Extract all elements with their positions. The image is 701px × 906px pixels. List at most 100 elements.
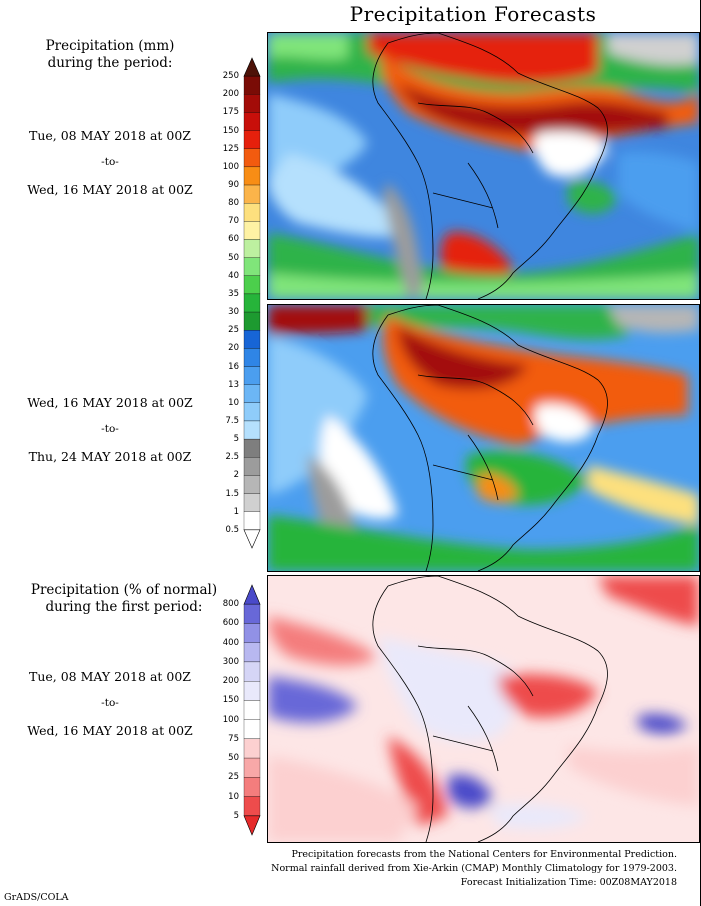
panel1-date-separator: -to-: [101, 156, 119, 168]
pct-colorbar-swatch: [243, 796, 261, 816]
precip-colorbar-tick-label: 13: [228, 379, 239, 390]
pct-colorbar-tick-label: 75: [228, 733, 239, 744]
footer-line1: Precipitation forecasts from the Nationa…: [291, 849, 678, 860]
precip-colorbar-tick-label: 0.5: [225, 524, 239, 535]
credit-label: GrADS/COLA: [4, 892, 69, 903]
precip-colorbar-tick-label: 30: [228, 307, 239, 318]
panel1-date-end: Wed, 16 MAY 2018 at 00Z: [27, 182, 193, 197]
precip-colorbar-swatch: [243, 420, 261, 440]
precip-colorbar-swatch: [243, 457, 261, 476]
panel3-date-end: Wed, 16 MAY 2018 at 00Z: [27, 723, 193, 738]
precip-colorbar-tick-label: 7.5: [225, 415, 239, 426]
pct-colorbar-swatch: [243, 757, 261, 778]
pct-colorbar-swatch: [243, 642, 261, 663]
pct-colorbar-tick-label: 150: [222, 695, 239, 706]
pct-colorbar-tick-label: 100: [222, 714, 239, 725]
pct-colorbar-tick-label: 5: [233, 810, 239, 821]
pct-colorbar-tick-label: 400: [222, 637, 239, 648]
precip-colorbar-swatch: [243, 94, 261, 113]
precip-colorbar-tick-label: 20: [228, 343, 239, 354]
panel3-date-separator: -to-: [101, 697, 119, 709]
precip-colorbar-tick-label: 5: [233, 434, 239, 445]
precip-colorbar-tick-label: 1.5: [225, 488, 239, 499]
precip-colorbar-tick-label: 150: [222, 125, 239, 136]
precip-colorbar-swatch: [243, 184, 261, 204]
pct-colorbar-tick-label: 25: [228, 772, 239, 783]
precip-colorbar-swatch: [243, 221, 261, 240]
pct-colorbar-swatch: [243, 738, 261, 759]
precip-colorbar-bottom-arrow: [243, 529, 261, 549]
panel1-heading-line1: Precipitation (mm): [45, 38, 175, 54]
precip-colorbar-swatch: [243, 311, 261, 331]
precip-colorbar-tick-label: 60: [228, 234, 239, 245]
panel3-heading-line2: during the first period:: [45, 599, 203, 615]
precip-colorbar-tick-label: 70: [228, 216, 239, 227]
precip-colorbar-swatch: [243, 257, 261, 276]
precip-map-period1: [267, 32, 700, 300]
panel1-dates: Tue, 08 MAY 2018 at 00Z -to- Wed, 16 MAY…: [10, 122, 210, 203]
pct-colorbar-tick-label: 800: [222, 599, 239, 610]
precip-colorbar-swatch: [243, 203, 261, 222]
panel1-label: Precipitation (mm) during the period:: [10, 38, 210, 72]
precip-colorbar-swatch: [243, 130, 261, 149]
precip-colorbar-tick-label: 50: [228, 252, 239, 263]
footer-notes: Precipitation forecasts from the Nationa…: [271, 848, 677, 890]
precip-colorbar-tick-label: 250: [222, 71, 239, 82]
precip-colorbar-swatch: [243, 402, 261, 422]
panel1-date-start: Tue, 08 MAY 2018 at 00Z: [29, 128, 191, 143]
pct-colorbar-tick-label: 200: [222, 676, 239, 687]
precip-colorbar-tick-label: 25: [228, 325, 239, 336]
precip-colorbar-swatch: [243, 384, 261, 403]
precip-colorbar-swatch: [243, 112, 261, 131]
panel1-heading-line2: during the period:: [47, 55, 173, 71]
pct-colorbar-swatch: [243, 623, 261, 643]
precip-colorbar-tick-label: 90: [228, 180, 239, 191]
pct-colorbar-labels: 800 600 400 300 200 150 100 75 50 25 10 5: [205, 585, 239, 835]
panel3-heading-line1: Precipitation (% of normal): [30, 582, 218, 598]
page-title: Precipitation Forecasts: [349, 2, 597, 26]
precip-map-period1-graphic: [268, 33, 699, 299]
pct-colorbar-swatch: [243, 700, 261, 720]
precip-colorbar-swatch: [243, 493, 261, 512]
precip-colorbar-swatch: [243, 239, 261, 258]
precip-map-period2: [267, 304, 700, 572]
precip-map-period2-graphic: [268, 305, 699, 571]
precip-colorbar-tick-label: 40: [228, 270, 239, 281]
panel2-date-start: Wed, 16 MAY 2018 at 00Z: [27, 395, 193, 410]
pct-colorbar-swatch: [243, 661, 261, 682]
precip-colorbar-swatch: [243, 366, 261, 385]
pct-colorbar-tick-label: 10: [228, 791, 239, 802]
precip-colorbar-swatch: [243, 348, 261, 367]
pct-colorbar-bottom-arrow: [243, 815, 261, 836]
precip-colorbar-tick-label: 200: [222, 89, 239, 100]
precip-colorbar-labels: 250 200 175 150 125 100 90 80 70 60 50 40 35 30 25 20 16…: [205, 58, 239, 548]
panel3-label: Precipitation (% of normal) during the f…: [24, 582, 224, 616]
precip-colorbar-tick-label: 10: [228, 397, 239, 408]
precip-colorbar-tick-label: 125: [222, 143, 239, 154]
precip-colorbar-swatch: [243, 438, 261, 458]
precip-colorbar-swatch: [243, 475, 261, 494]
precip-colorbar-tick-label: 2.5: [225, 452, 239, 463]
precip-colorbar-swatch: [243, 293, 261, 313]
precip-colorbar-top-arrow: [243, 57, 261, 77]
pct-colorbar-swatch: [243, 681, 261, 701]
precip-colorbar-tick-label: 100: [222, 161, 239, 172]
precip-colorbar-swatch: [243, 75, 261, 95]
pct-colorbar-top-arrow: [243, 584, 261, 605]
footer-line3: Forecast Initialization Time: 00Z08MAY20…: [460, 877, 677, 888]
precip-colorbar-tick-label: 35: [228, 288, 239, 299]
pct-colorbar-tick-label: 300: [222, 656, 239, 667]
panel3-dates: Tue, 08 MAY 2018 at 00Z -to- Wed, 16 MAY…: [10, 663, 210, 744]
precip-colorbar-tick-label: 175: [222, 107, 239, 118]
pct-normal-map-graphic: [268, 576, 699, 842]
pct-colorbar-swatch: [243, 719, 261, 739]
precip-colorbar-swatch: [243, 330, 261, 349]
precip-colorbar-graphic: [243, 57, 261, 549]
pct-colorbar-graphic: [243, 584, 261, 836]
panel3-date-start: Tue, 08 MAY 2018 at 00Z: [29, 669, 191, 684]
precip-colorbar-tick-label: 1: [233, 506, 239, 517]
precip-colorbar-swatch: [243, 166, 261, 186]
pct-colorbar-tick-label: 50: [228, 753, 239, 764]
precip-colorbar-swatch: [243, 275, 261, 295]
precip-colorbar: [243, 57, 261, 549]
